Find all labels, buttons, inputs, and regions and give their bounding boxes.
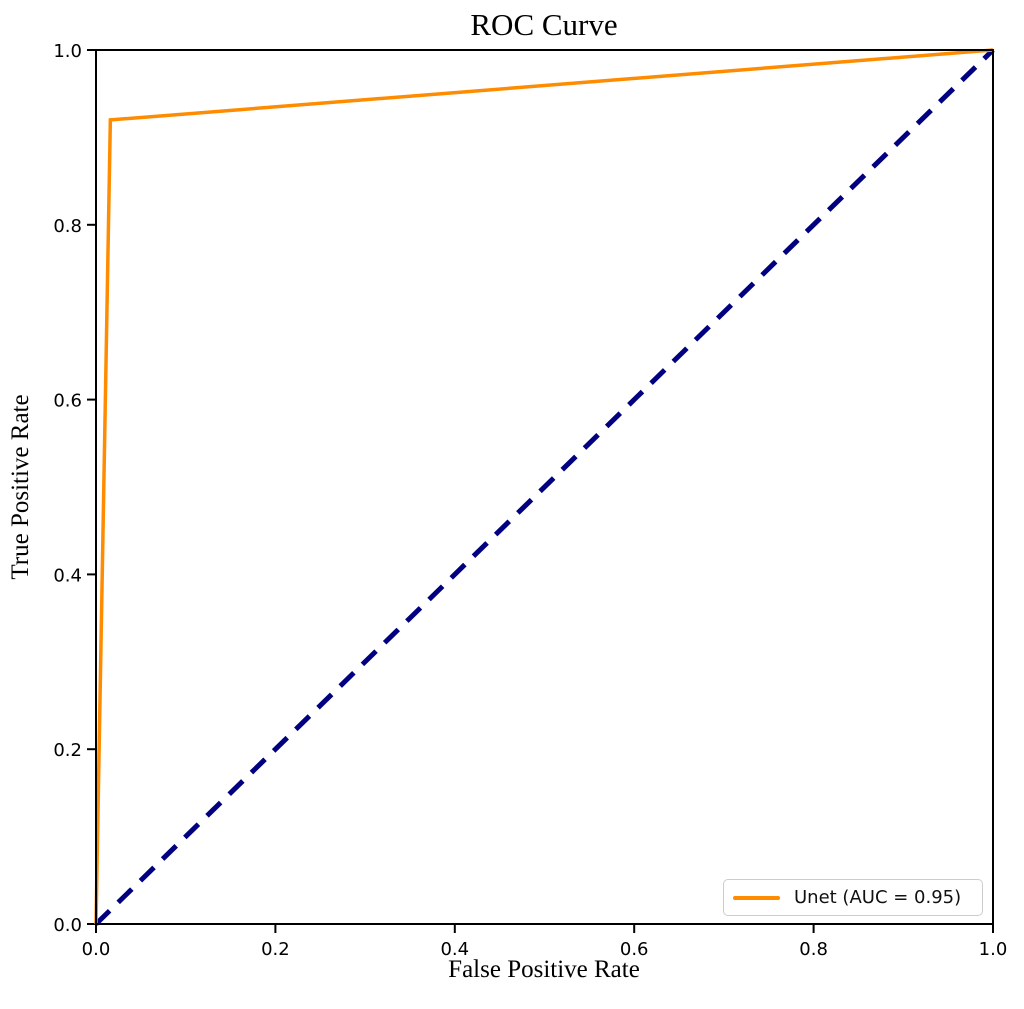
unet-roc-curve-line (94, 48, 994, 925)
x-tick-label: 0.0 (82, 939, 111, 960)
plot-border (95, 49, 994, 925)
x-axis-label: False Positive Rate (448, 956, 640, 983)
x-tick-label: 0.8 (799, 939, 828, 960)
legend: Unet (AUC = 0.95) (723, 879, 983, 916)
legend-label: Unet (AUC = 0.95) (794, 887, 962, 908)
y-tick-label: 0.2 (53, 740, 82, 761)
chart-title: ROC Curve (470, 7, 618, 42)
x-tick-label: 0.4 (440, 939, 469, 960)
y-tick-label: 0.6 (53, 391, 82, 412)
y-tick-label: 0.8 (53, 216, 82, 237)
x-tick-label: 0.6 (620, 939, 649, 960)
y-tick-label: 0.0 (53, 915, 82, 936)
y-tick-label: 1.0 (53, 41, 82, 62)
y-tick-label: 0.4 (53, 565, 82, 586)
chance-diagonal-line (94, 48, 995, 926)
legend-line-sample (733, 895, 780, 900)
y-axis-label: True Positive Rate (7, 394, 34, 580)
x-tick-label: 1.0 (979, 939, 1008, 960)
x-tick-label: 0.2 (261, 939, 290, 960)
